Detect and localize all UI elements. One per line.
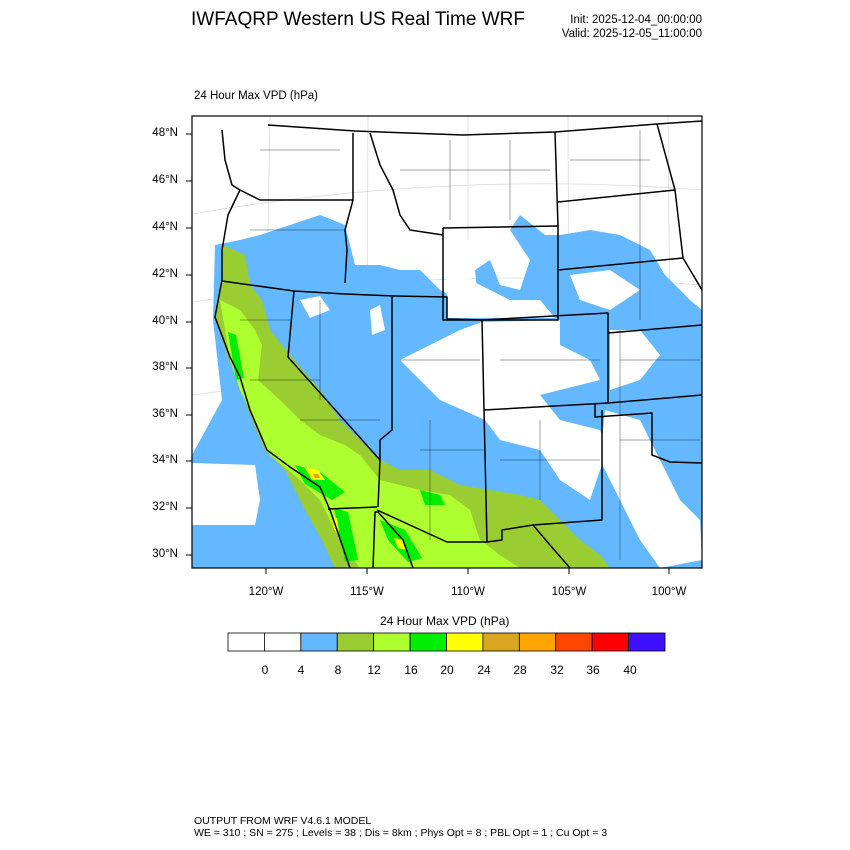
lat-label: 46°N [152, 174, 178, 186]
colorbar-label: 4 [297, 663, 305, 677]
lon-label: 120°W [248, 586, 284, 598]
lon-label: 100°W [651, 586, 687, 598]
run-times: Init: 2025-12-04_00:00:00 Valid: 2025-12… [562, 13, 702, 41]
colorbar-label: 32 [550, 663, 564, 677]
colorbar-swatch [336, 632, 375, 652]
map-frame [191, 115, 703, 569]
colorbar-label: 12 [367, 663, 381, 677]
gulf-coast [372, 511, 414, 568]
lat-label: 32°N [152, 501, 178, 513]
colorbar-label: 28 [513, 663, 527, 677]
lon-label: 115°W [350, 586, 384, 598]
vpd-24-28-spot [313, 474, 320, 478]
colorbar-swatch [518, 632, 557, 652]
colorbar-label: 36 [586, 663, 600, 677]
colorbar-swatch [227, 632, 265, 652]
colorbar-swatch [409, 632, 447, 652]
valid-time: Valid: 2025-12-05_11:00:00 [561, 28, 702, 40]
model-footer: OUTPUT FROM WRF V4.6.1 MODEL WE = 310 ; … [194, 815, 607, 839]
colorbar-swatch [482, 632, 520, 652]
lat-label: 30°N [152, 548, 178, 560]
lat-label: 36°N [152, 408, 178, 420]
boundaries [214, 120, 702, 568]
colorbar-label: 20 [440, 663, 454, 677]
init-time: Init: 2025-12-04_00:00:00 [570, 14, 702, 26]
footer-line2: WE = 310 ; SN = 275 ; Levels = 38 ; Dis … [194, 827, 608, 839]
colorbar-label: 24 [477, 663, 491, 677]
plot-title: IWFAQRP Western US Real Time WRF [191, 9, 525, 30]
lat-label: 38°N [152, 361, 178, 373]
colorbar [227, 632, 666, 652]
colorbar-label: 16 [404, 663, 418, 677]
county-lines [240, 130, 700, 560]
colorbar-swatch [555, 632, 593, 652]
vpd-12-16-region [220, 300, 520, 568]
lon-label: 105°W [551, 586, 587, 598]
colorbar-swatch [300, 632, 338, 652]
colorbar-label: 0 [261, 663, 269, 677]
map-subtitle: 24 Hour Max VPD (hPa) [194, 90, 318, 102]
lat-label: 34°N [152, 454, 178, 466]
colorbar-swatch [264, 632, 302, 652]
lat-label: 42°N [152, 268, 178, 280]
lat-label: 44°N [152, 221, 178, 233]
colorbar-swatch [373, 632, 411, 652]
colorbar-swatch [591, 632, 629, 652]
colorbar-label: 8 [334, 663, 342, 677]
footer-line1: OUTPUT FROM WRF V4.6.1 MODEL [194, 815, 372, 827]
colorbar-swatch [446, 632, 484, 652]
coastline [214, 129, 351, 568]
colorbar-swatch [628, 632, 666, 652]
lon-label: 110°W [451, 586, 485, 598]
vpd-below-4-patches [192, 240, 702, 568]
lat-label: 48°N [152, 127, 178, 139]
axis-ticks [186, 133, 670, 574]
lat-label: 40°N [152, 315, 178, 327]
colorbar-title: 24 Hour Max VPD (hPa) [380, 614, 510, 628]
colorbar-label: 40 [623, 663, 637, 677]
